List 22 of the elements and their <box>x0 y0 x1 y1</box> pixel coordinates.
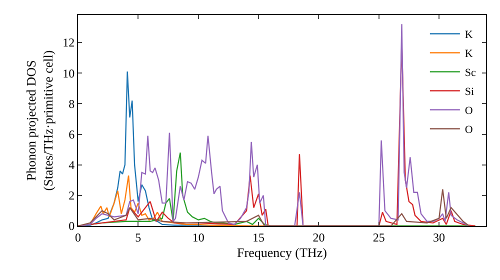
y-tick-label: 10 <box>62 66 75 80</box>
x-tick-label: 10 <box>192 230 204 244</box>
x-tick-label: 25 <box>372 230 385 244</box>
line-series <box>78 188 470 226</box>
y-axis-title: Phonon projected DOS (States/THz·primitive cell) <box>24 50 56 191</box>
y-tick-label: 4 <box>68 158 75 172</box>
x-tick-label: 20 <box>312 230 325 244</box>
legend-label: O <box>464 124 473 136</box>
legend-label: Si <box>464 86 474 98</box>
y-tick-label: 2 <box>68 188 75 203</box>
legend-label: Sc <box>464 67 476 80</box>
y-tick-label: 8 <box>68 96 75 111</box>
x-tick-label: 30 <box>433 230 446 244</box>
x-tick-label: 15 <box>252 230 265 244</box>
legend-label: K <box>464 48 473 60</box>
legend-label: O <box>464 105 473 118</box>
y-tick-label: 12 <box>62 36 75 50</box>
x-axis-title: Frequency (THz) <box>237 245 327 260</box>
y-tick-label: 0 <box>68 219 75 234</box>
legend-label: K <box>464 29 473 42</box>
y-tick-label: 6 <box>68 127 75 142</box>
x-tick-label: 5 <box>135 230 142 244</box>
